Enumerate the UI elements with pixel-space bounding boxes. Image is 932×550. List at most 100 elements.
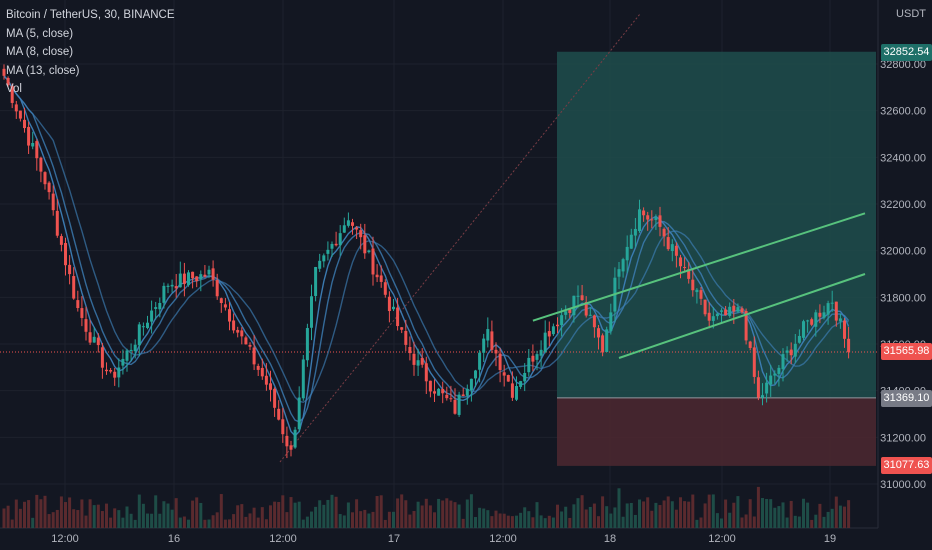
volume-bar <box>564 506 568 528</box>
volume-bar <box>609 513 613 528</box>
candle-body <box>687 269 691 279</box>
candle-body <box>523 372 527 382</box>
candle-body <box>715 313 719 317</box>
volume-bar <box>469 494 473 528</box>
candle-body <box>187 272 190 286</box>
volume-bar <box>576 498 580 528</box>
volume-bar <box>416 501 420 528</box>
candle-body <box>416 360 420 366</box>
candle-body <box>31 142 35 147</box>
volume-bar <box>27 500 31 528</box>
volume-bar <box>363 509 367 528</box>
candle-body <box>326 249 330 254</box>
candle-body <box>424 363 428 382</box>
candle-body <box>244 337 248 345</box>
candle-body <box>240 330 244 337</box>
volume-bar <box>166 503 170 528</box>
candle-body <box>310 296 313 328</box>
x-tick-label: 16 <box>168 533 180 545</box>
candle-body <box>412 353 416 365</box>
candle-body <box>531 355 535 362</box>
volume-bar <box>392 511 395 528</box>
candle-body <box>154 307 158 309</box>
volume-bar <box>326 499 330 528</box>
candle-body <box>80 308 84 318</box>
volume-bar <box>424 498 428 528</box>
candle-body <box>297 397 301 430</box>
volume-bar <box>371 511 375 528</box>
candle-body <box>519 381 523 387</box>
volume-bar <box>273 501 277 528</box>
candle-body <box>773 373 777 376</box>
candle-body <box>482 338 486 353</box>
candle-body <box>2 68 6 76</box>
candle-body <box>658 215 662 227</box>
volume-bar <box>6 505 10 528</box>
volume-bar <box>18 508 22 528</box>
candle-body <box>408 346 412 354</box>
currency-unit-label[interactable]: USDT <box>896 8 926 20</box>
volume-bar <box>674 509 678 528</box>
ma5-legend[interactable]: MA (5, close) <box>6 27 74 40</box>
candle-body <box>170 284 174 287</box>
candle-body <box>781 354 785 370</box>
y-tick-label: 31000.00 <box>880 479 926 491</box>
candle-body <box>289 445 293 450</box>
volume-bar <box>310 511 313 528</box>
candle-body <box>146 322 149 328</box>
candle-body <box>707 312 711 321</box>
volume-bar <box>457 504 461 528</box>
volume-bar <box>597 516 600 528</box>
candle-body <box>277 408 281 420</box>
candle-body <box>232 320 236 331</box>
candle-body <box>736 307 740 312</box>
candle-body <box>211 268 215 280</box>
volume-bar <box>695 519 699 528</box>
volume-bar <box>449 500 453 528</box>
candle-body <box>699 290 703 299</box>
candle-body <box>527 357 531 373</box>
volume-bar <box>687 501 691 528</box>
candle-body <box>724 309 728 316</box>
candle-body <box>761 395 764 398</box>
candle-body <box>76 300 80 309</box>
volume-bar <box>752 516 756 528</box>
volume-bar <box>408 514 412 528</box>
volume-bar <box>211 515 215 528</box>
volume-bar <box>314 506 318 528</box>
candle-body <box>711 316 715 321</box>
ma13-legend[interactable]: MA (13, close) <box>6 64 80 77</box>
volume-bar <box>838 505 842 528</box>
candle-body <box>281 419 285 435</box>
volume-bar <box>96 504 100 528</box>
volume-bar <box>441 500 445 528</box>
candle-body <box>342 225 346 233</box>
candle-body <box>100 347 104 368</box>
stop-price-tag: 31077.63 <box>881 457 932 474</box>
y-tick-label: 32600.00 <box>880 106 926 118</box>
volume-bar <box>453 502 457 528</box>
volume-legend[interactable]: Vol <box>6 83 22 95</box>
volume-bar <box>810 519 814 528</box>
volume-bar <box>797 516 801 528</box>
volume-bar <box>670 501 674 528</box>
symbol-title[interactable]: Bitcoin / TetherUS, 30, BINANCE <box>6 9 175 21</box>
volume-bar <box>195 497 199 528</box>
candle-body <box>802 321 805 338</box>
candle-body <box>695 289 699 293</box>
x-tick-label: 18 <box>604 533 616 545</box>
volume-bar <box>765 498 769 528</box>
volume-bar <box>502 513 506 528</box>
ma8-legend[interactable]: MA (8, close) <box>6 46 74 58</box>
candle-body <box>301 359 305 399</box>
volume-bar <box>531 517 535 528</box>
volume-bar <box>683 501 687 528</box>
candle-body <box>580 295 584 301</box>
volume-bar <box>527 511 531 528</box>
candle-body <box>346 220 350 226</box>
volume-bar <box>572 504 576 528</box>
volume-bar <box>806 502 810 528</box>
candle-body <box>228 309 231 322</box>
volume-bar <box>789 500 793 528</box>
candle-body <box>379 275 383 282</box>
